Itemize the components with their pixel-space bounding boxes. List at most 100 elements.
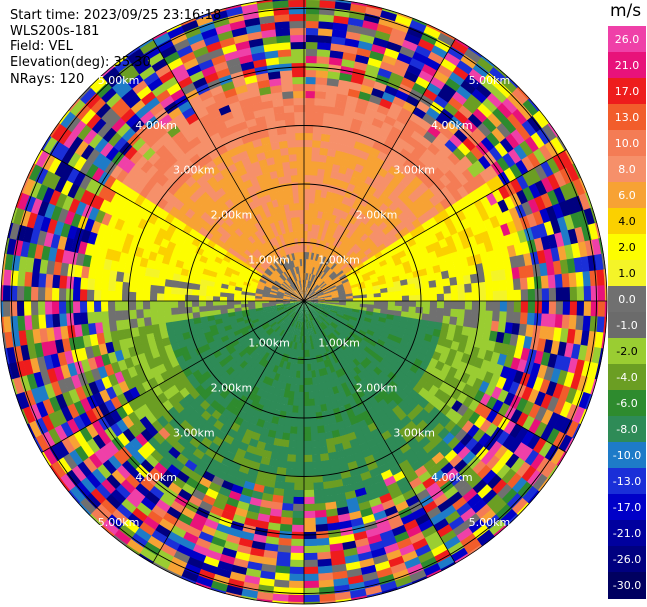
radar-bin (305, 335, 309, 344)
radar-bin (513, 301, 522, 314)
radar-bin (306, 287, 310, 295)
radar-bin (510, 129, 527, 147)
radar-bin (463, 363, 475, 377)
radar-bin (374, 251, 384, 260)
radar-bin (463, 226, 475, 240)
radar-bin (334, 257, 342, 265)
radar-bin (327, 536, 343, 546)
radar-bin (337, 310, 345, 315)
radar-bin (537, 441, 553, 460)
radar-bin (338, 129, 351, 139)
radar-bin (515, 481, 533, 500)
radar-bin (550, 218, 562, 236)
radar-bin (309, 304, 316, 310)
radar-bin (474, 446, 490, 462)
radar-bin (298, 391, 304, 400)
radar-bin (509, 395, 522, 411)
radar-bin (416, 550, 435, 565)
radar-bin (364, 332, 373, 341)
radar-bin (364, 527, 380, 539)
radar-bin (391, 275, 401, 283)
radar-bin (266, 522, 281, 531)
radar-bin (325, 515, 340, 525)
radar-bin (352, 269, 361, 276)
radar-bin (348, 588, 367, 599)
radar-bin (342, 219, 351, 229)
radar-bin (448, 96, 465, 112)
radar-bin (554, 314, 563, 330)
radar-bin (291, 348, 297, 357)
radar-bin (343, 327, 352, 335)
radar-bin (469, 273, 479, 285)
radar-bin (309, 281, 313, 289)
radar-bin (325, 327, 333, 335)
radar-bin (341, 58, 357, 69)
radar-bin (319, 323, 325, 331)
radar-bin (339, 225, 347, 235)
radar-bin (334, 215, 342, 225)
radar-bin (366, 101, 381, 112)
radar-bin (44, 285, 53, 301)
radar-bin (539, 262, 549, 278)
radar-bin (310, 363, 315, 371)
radar-bin (385, 512, 401, 525)
radar-bin (309, 426, 318, 435)
radar-bin (371, 450, 384, 462)
radar-bin (372, 560, 391, 573)
radar-bin (454, 325, 464, 336)
radar-bin (328, 285, 337, 290)
radar-bin (538, 378, 551, 396)
radar-bin (454, 267, 464, 278)
radar-bin (284, 468, 296, 477)
radar-bin (303, 419, 311, 428)
radar-bin (304, 251, 307, 260)
radar-bin (335, 449, 346, 459)
radar-bin (515, 397, 529, 414)
radar-bin (563, 342, 574, 360)
radar-bin (293, 320, 298, 328)
radar-bin (299, 363, 304, 372)
radar-bin (362, 336, 371, 344)
radar-bin (367, 540, 385, 552)
radar-bin (421, 313, 430, 322)
radar-bin (568, 272, 577, 289)
radar-bin (319, 147, 330, 156)
radar-bin (352, 326, 361, 333)
radar-bin (319, 460, 331, 469)
radar-bin (361, 377, 371, 387)
radar-bin (312, 267, 317, 275)
radar-bin (571, 242, 582, 261)
radar-bin (333, 318, 341, 325)
radar-bin (304, 132, 314, 141)
radar-bin (527, 288, 536, 303)
radar-bin (377, 67, 394, 80)
radar-bin (275, 551, 291, 560)
radar-bin (357, 221, 367, 231)
radar-bin (307, 321, 310, 329)
radar-bin (471, 479, 488, 495)
radar-bin (343, 246, 352, 255)
radar-bin (438, 530, 457, 545)
radar-bin (590, 285, 599, 304)
radar-bin (248, 460, 261, 471)
radar-bin (318, 239, 324, 248)
radar-bin (317, 28, 335, 37)
radar-bin (302, 482, 314, 491)
radar-bin (303, 349, 307, 358)
radar-bin (564, 387, 578, 406)
radar-bin (337, 290, 346, 294)
radar-bin (406, 26, 426, 40)
radar-bin (350, 283, 359, 289)
radar-bin (431, 45, 450, 60)
radar-bin (527, 115, 544, 134)
radar-bin (332, 255, 340, 264)
radar-bin (366, 130, 380, 142)
radar-bin (464, 301, 473, 311)
radar-bin (506, 113, 524, 131)
radar-bin (356, 262, 366, 270)
radar-bin (305, 272, 308, 281)
radar-bin (16, 299, 25, 316)
radar-bin (571, 389, 584, 409)
radar-bin (318, 339, 325, 348)
radar-bin (505, 472, 522, 490)
